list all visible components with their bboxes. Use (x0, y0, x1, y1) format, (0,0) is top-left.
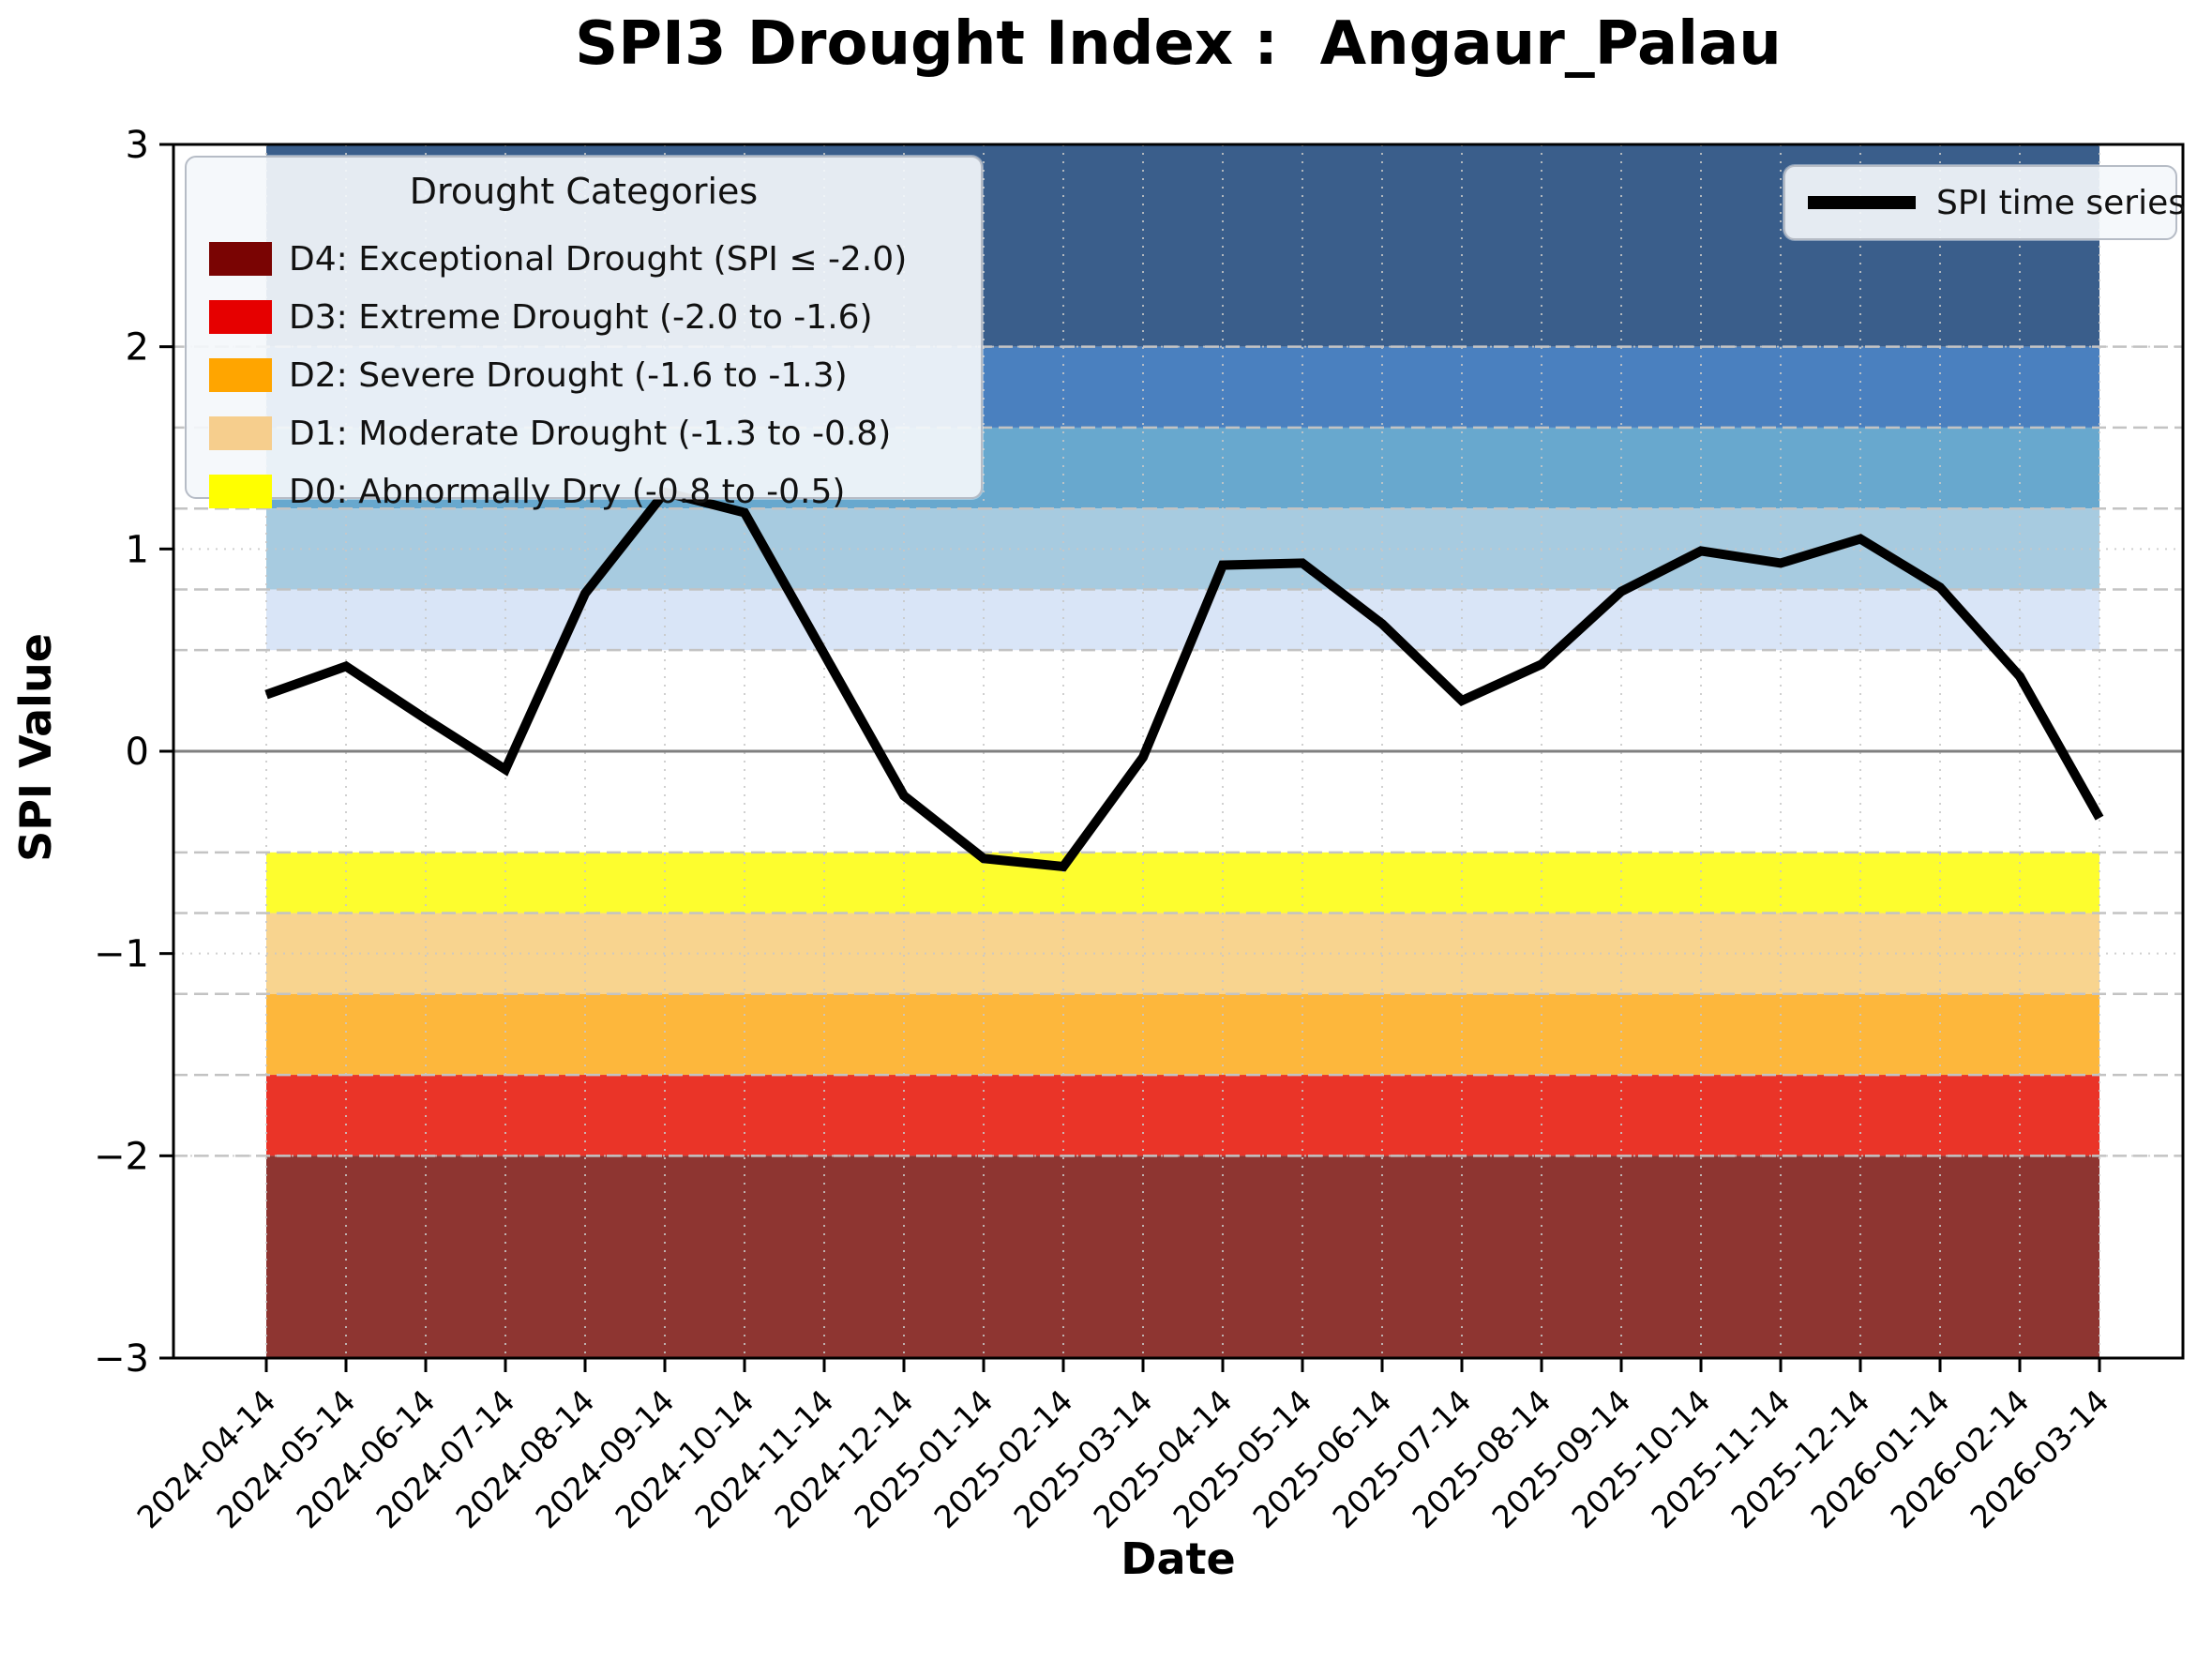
d4-color-swatch (209, 242, 272, 276)
drought-categories-legend: Drought Categories D4: Exceptional Droug… (185, 156, 983, 511)
d3-color-swatch (209, 300, 272, 334)
spi-series-legend: SPI time series (1783, 165, 2186, 240)
category-band (266, 852, 2099, 914)
d4-label: D4: Exceptional Drought (SPI ≤ -2.0) (289, 239, 908, 279)
legend-item-d4: D4: Exceptional Drought (SPI ≤ -2.0) (209, 239, 908, 279)
d0-color-swatch (209, 475, 272, 508)
legend-title: Drought Categories (409, 171, 759, 212)
category-band (266, 993, 2099, 1076)
spi-line (264, 487, 2104, 872)
y-tick-label: 2 (126, 326, 149, 370)
category-band (266, 913, 2099, 994)
d0-label: D0: Abnormally Dry (-0.8 to -0.5) (289, 472, 846, 511)
y-tick-label: 3 (126, 124, 149, 167)
d3-label: D3: Extreme Drought (-2.0 to -1.6) (289, 297, 873, 337)
category-band (266, 589, 2099, 651)
chart-title: SPI3 Drought Index : Angaur_Palau (575, 9, 1782, 79)
spi-line-swatch (1808, 196, 1916, 209)
d2-color-swatch (209, 358, 272, 392)
y-tick-label: −1 (94, 933, 149, 976)
d1-color-swatch (209, 416, 272, 450)
legend-item-d0: D0: Abnormally Dry (-0.8 to -0.5) (209, 472, 846, 511)
d2-label: D2: Severe Drought (-1.6 to -1.3) (289, 355, 848, 395)
legend-item-d1: D1: Moderate Drought (-1.3 to -0.8) (209, 414, 892, 453)
y-tick-label: −2 (94, 1135, 149, 1178)
y-tick-label: 1 (126, 528, 149, 571)
spi-series-label: SPI time series (1936, 183, 2187, 222)
category-band (266, 1155, 2099, 1358)
x-axis-label: Date (1121, 1533, 1236, 1584)
legend-item-d2: D2: Severe Drought (-1.6 to -1.3) (209, 355, 848, 395)
y-axis-label: SPI Value (10, 633, 61, 862)
legend-item-d3: D3: Extreme Drought (-2.0 to -1.6) (209, 297, 873, 337)
x-tick-label: 2026-03-14 (1963, 1382, 2115, 1535)
category-band (266, 1075, 2099, 1156)
d1-label: D1: Moderate Drought (-1.3 to -0.8) (289, 414, 892, 453)
y-tick-label: 0 (126, 731, 149, 774)
y-tick-label: −3 (94, 1337, 149, 1381)
